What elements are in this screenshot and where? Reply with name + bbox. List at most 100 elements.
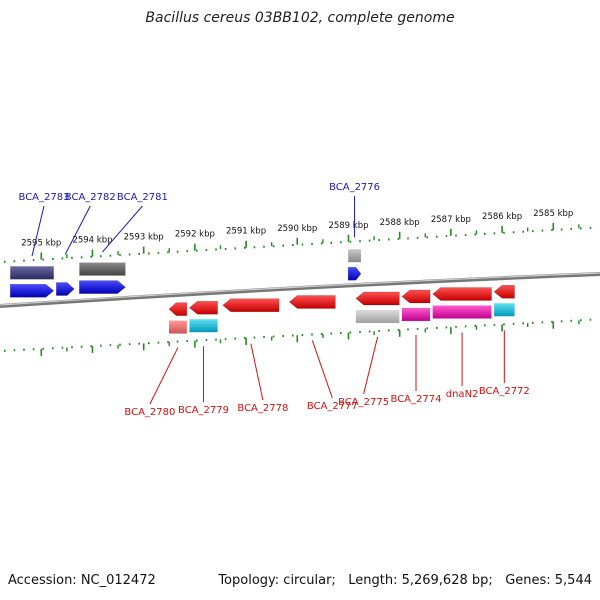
gene-label[interactable]: dnaN2 — [446, 389, 479, 400]
upper-ruler-minor-tick — [119, 254, 121, 257]
lower-ruler-minor-tick — [272, 335, 275, 338]
forward-feature-bar — [79, 262, 126, 276]
lower-ruler-minor-tick — [148, 342, 150, 345]
reverse-feature-bar — [355, 309, 400, 323]
gene-label[interactable]: BCA_2782 — [65, 192, 116, 203]
gene-leader-line — [363, 336, 379, 395]
lower-ruler-minor-tick — [359, 330, 361, 333]
tick-label: 2592 kbp — [175, 230, 215, 240]
upper-ruler-minor-tick — [416, 236, 419, 239]
gene-label[interactable]: BCA_2781 — [117, 192, 168, 203]
lower-ruler-minor-tick — [90, 345, 92, 348]
lower-ruler-minor-tick — [580, 319, 582, 322]
gene-label[interactable]: BCA_2774 — [391, 394, 442, 405]
upper-ruler-minor-tick — [234, 247, 236, 250]
upper-ruler-minor-tick — [493, 232, 496, 235]
genes-count-label: Genes: 5,544 — [505, 573, 592, 588]
lower-ruler-minor-tick — [436, 326, 438, 329]
lower-ruler-minor-tick — [541, 321, 544, 324]
genome-backbone — [0, 272, 600, 308]
tick-label: 2586 kbp — [482, 212, 522, 222]
reverse-gene-arrow — [401, 289, 431, 304]
lower-ruler-minor-tick — [176, 340, 179, 343]
upper-ruler-minor-tick — [570, 227, 572, 230]
upper-ruler-minor-tick — [186, 250, 188, 253]
lower-ruler-minor-tick — [464, 325, 467, 328]
lower-ruler-minor-tick — [407, 328, 409, 331]
upper-ruler-minor-tick — [426, 236, 428, 239]
tick-label: 2585 kbp — [533, 209, 573, 219]
upper-ruler-minor-tick — [109, 254, 112, 257]
gene-leader-line — [311, 340, 333, 399]
forward-gene-arrow — [347, 266, 362, 281]
lower-ruler-minor-tick — [80, 345, 83, 348]
lower-ruler-minor-tick — [32, 348, 35, 351]
lower-ruler-minor-tick — [301, 334, 304, 337]
forward-strand-genes — [9, 249, 362, 298]
upper-ruler-minor-tick — [474, 233, 476, 236]
upper-ruler-minor-tick — [263, 245, 265, 248]
lower-ruler-minor-tick — [493, 323, 496, 326]
lower-ruler-minor-tick — [551, 320, 553, 323]
gene-label[interactable]: BCA_2772 — [479, 386, 530, 397]
upper-ruler-minor-tick — [32, 259, 35, 262]
upper-ruler-minor-tick — [71, 256, 73, 259]
page-title: Bacillus cereus 03BB102, complete genome — [145, 10, 455, 26]
tick-label: 2591 kbp — [226, 227, 266, 237]
lower-ruler-minor-tick — [263, 336, 265, 339]
upper-ruler-minor-tick — [388, 238, 390, 241]
upper-ruler-minor-tick — [301, 243, 304, 246]
lower-ruler-minor-tick — [205, 339, 208, 342]
tick-label: 2587 kbp — [431, 215, 471, 225]
lower-ruler-minor-tick — [532, 321, 534, 324]
lower-ruler-minor-tick — [253, 336, 256, 339]
upper-ruler-minor-tick — [100, 255, 102, 258]
lower-ruler-minor-tick — [330, 332, 332, 335]
upper-ruler-minor-tick — [397, 237, 400, 240]
lower-ruler-minor-tick — [560, 320, 563, 323]
upper-ruler-minor-tick — [580, 227, 582, 230]
upper-ruler-minor-tick — [128, 253, 131, 256]
lower-ruler-minor-tick — [474, 324, 476, 327]
reverse-feature-bar — [401, 307, 431, 321]
upper-ruler-minor-tick — [282, 244, 284, 247]
gene-label[interactable]: BCA_2778 — [237, 403, 288, 414]
lower-ruler-minor-tick — [349, 331, 352, 334]
upper-ruler-minor-tick — [378, 239, 380, 242]
scale-ruler-upper — [4, 222, 592, 263]
lower-ruler-minor-tick — [416, 327, 419, 330]
upper-ruler-minor-tick — [503, 231, 505, 234]
lower-ruler-minor-tick — [109, 344, 112, 347]
gene-label[interactable]: BCA_2783 — [19, 192, 70, 203]
upper-ruler-minor-tick — [244, 246, 246, 249]
upper-ruler-minor-tick — [23, 259, 25, 262]
scale-ruler-lower — [4, 318, 592, 356]
upper-ruler-minor-tick — [484, 232, 486, 235]
forward-gene-arrow — [56, 282, 75, 296]
lower-ruler-minor-tick — [320, 332, 323, 335]
lower-ruler-minor-tick — [167, 341, 169, 344]
reverse-gene-arrow — [222, 298, 280, 313]
upper-ruler-minor-tick — [292, 244, 294, 247]
scale-tick-labels: 2595 kbp 2594 kbp 2593 kbp 2592 kbp 2591 kbp… — [21, 209, 573, 249]
gene-label[interactable]: BCA_2779 — [178, 405, 229, 416]
gene-label[interactable]: BCA_2777 — [307, 401, 358, 412]
gene-label[interactable]: BCA_2780 — [124, 407, 175, 418]
forward-feature-bar — [348, 249, 361, 263]
lower-ruler-minor-tick — [52, 347, 54, 350]
lower-ruler-minor-tick — [282, 335, 284, 338]
upper-ruler-minor-tick — [157, 251, 160, 254]
upper-ruler-minor-tick — [4, 260, 6, 263]
lower-ruler-minor-tick — [340, 331, 342, 334]
lower-ruler-minor-tick — [522, 322, 524, 325]
lower-ruler-minor-tick — [23, 348, 25, 351]
gene-label[interactable]: BCA_2776 — [329, 182, 380, 193]
tick-label: 2595 kbp — [21, 239, 61, 249]
upper-ruler-minor-tick — [330, 241, 332, 244]
upper-ruler-minor-tick — [148, 252, 150, 255]
gene-label[interactable]: BCA_2775 — [338, 397, 389, 408]
lower-ruler-minor-tick — [445, 326, 448, 329]
lower-ruler-minor-tick — [61, 346, 64, 349]
